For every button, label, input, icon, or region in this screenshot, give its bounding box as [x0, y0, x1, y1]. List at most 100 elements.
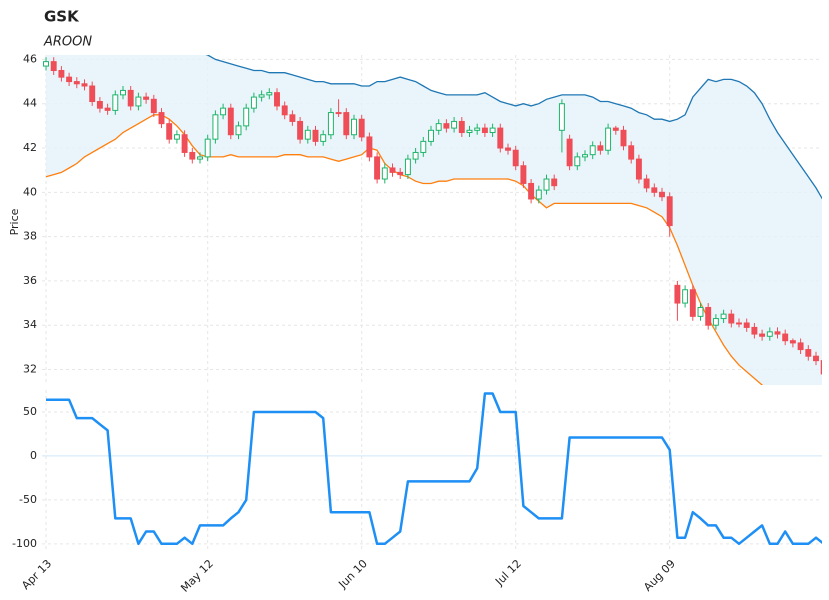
candle-body [374, 156, 381, 180]
y-tick-label: 50 [23, 405, 37, 418]
candle-body [466, 129, 473, 134]
candle-body [89, 85, 96, 103]
candle-body [420, 140, 427, 153]
candle-body [166, 123, 173, 140]
candle-body [497, 127, 504, 149]
y-tick-label: 40 [23, 185, 37, 198]
aroon-panel [42, 390, 822, 550]
candle-body [643, 178, 650, 189]
candle-body [135, 96, 142, 107]
y-tick-label: 42 [23, 141, 37, 154]
candle-body [73, 81, 80, 85]
x-tick-label: Jun 10 [336, 557, 370, 591]
candle-body [289, 114, 296, 122]
candle-body [766, 331, 773, 337]
candle-body [612, 127, 619, 131]
candle-body [281, 105, 288, 116]
candle-body [782, 333, 789, 342]
candle-body [127, 89, 134, 107]
candle-body [428, 129, 434, 142]
candle-body [412, 151, 419, 160]
candle-body [458, 120, 465, 134]
candle-body [651, 187, 658, 193]
candle-body [789, 340, 796, 344]
candle-body [797, 342, 804, 351]
candle-body [96, 101, 103, 109]
candle-body [666, 196, 673, 227]
x-tick-label: Jul 12 [492, 557, 524, 589]
candle-body [266, 92, 273, 96]
y-tick-label: 34 [23, 318, 37, 331]
candle-body [104, 107, 111, 111]
candle-body [50, 61, 57, 72]
candle-body [820, 360, 822, 375]
y-tick-label: -100 [12, 537, 37, 550]
candle-body [674, 284, 681, 304]
y-tick-label: -50 [19, 493, 37, 506]
candle-body [505, 147, 511, 151]
candle-body [712, 318, 719, 326]
candle-body [605, 127, 612, 151]
candle-body [512, 149, 519, 167]
candle-body [751, 326, 758, 335]
candle-body [397, 171, 404, 176]
candle-body [659, 191, 665, 198]
candle-body [250, 96, 257, 109]
candle-body [566, 138, 573, 167]
candle-body [620, 129, 627, 147]
y-tick-label: 0 [30, 449, 37, 462]
candle-body [320, 134, 327, 142]
candle-body [551, 178, 558, 187]
candle-body [589, 145, 596, 156]
candle-body [112, 94, 119, 111]
candle-body [81, 83, 88, 87]
candle-body [443, 123, 450, 129]
candle-body [635, 158, 642, 180]
candle-body [520, 165, 527, 184]
y-tick-label: 46 [23, 52, 37, 65]
candle-body [528, 182, 535, 200]
x-tick-label: Aug 09 [641, 557, 678, 594]
candle-body [235, 125, 242, 136]
x-tick-label: Apr 13 [19, 557, 54, 592]
candle-body [343, 112, 350, 136]
candle-body [304, 129, 311, 140]
candle-body [597, 145, 604, 151]
candle-body [358, 118, 365, 138]
upper-band [205, 55, 822, 200]
candle-body [312, 129, 319, 142]
candle-body [474, 127, 481, 131]
candle-body [173, 134, 180, 140]
candle-body [535, 189, 542, 200]
candle-body [389, 167, 396, 173]
candle-body [628, 145, 635, 160]
candle-body [197, 156, 203, 160]
candle-body [204, 138, 211, 158]
candle-body [335, 112, 342, 115]
candle-body [181, 134, 188, 153]
candle-body [543, 178, 550, 191]
candle-body [66, 76, 73, 83]
y-tick-label: 36 [23, 274, 37, 287]
y-axis-label: Price [8, 208, 21, 235]
aroon-line [46, 392, 822, 546]
candle-body [481, 127, 488, 134]
candle-body [351, 118, 357, 136]
y-tick-label: 38 [23, 230, 37, 243]
candle-body [212, 114, 219, 140]
candle-body [58, 70, 65, 78]
candle-body [743, 322, 750, 328]
candle-body [381, 167, 388, 180]
candle-body [759, 333, 766, 337]
lower-band [45, 114, 764, 385]
candle-body [158, 112, 165, 125]
chart-subtitle: AROON [43, 35, 92, 50]
candle-body [697, 306, 704, 317]
candle-body [366, 136, 373, 158]
candle-body [227, 107, 234, 136]
candle-body [813, 355, 819, 362]
candle-body [435, 123, 442, 131]
price-panel [42, 55, 822, 385]
candle-body [189, 151, 196, 160]
